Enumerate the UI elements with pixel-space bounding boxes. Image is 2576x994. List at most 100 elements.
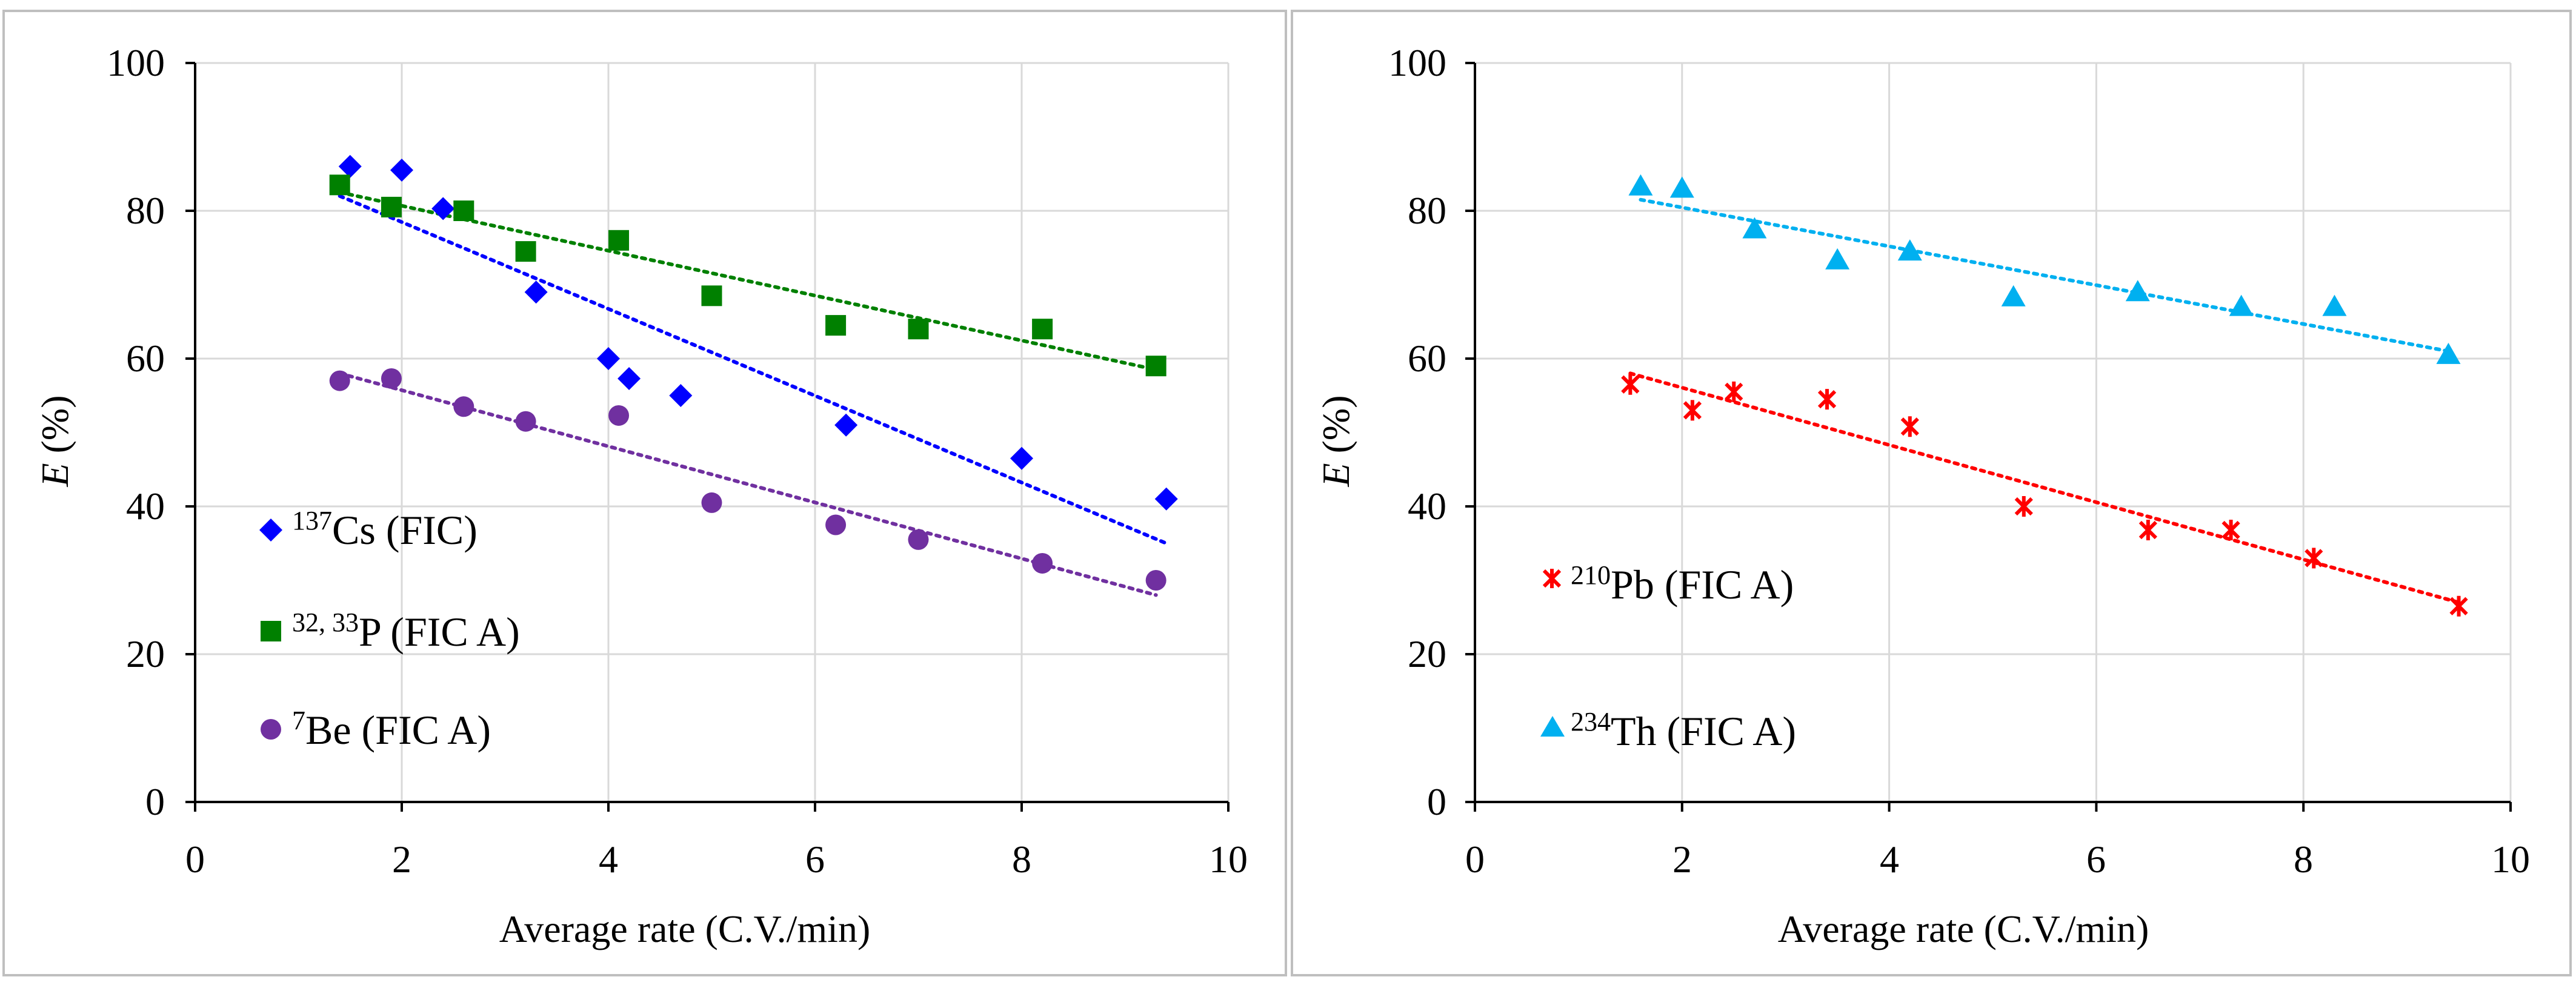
data-point-p <box>515 241 536 262</box>
data-point-th <box>2322 294 2347 316</box>
right-x-tick-labels: 0 2 4 6 8 10 <box>1465 838 2530 881</box>
y-axis-unit: (%) <box>33 395 76 463</box>
right-panel-frame <box>1291 10 2572 976</box>
data-point-cs <box>431 197 455 220</box>
left-y-tick-labels: 0 20 40 60 80 100 <box>107 41 165 823</box>
x-tick-label: 10 <box>2491 838 2530 881</box>
right-y-axis-title: E (%) <box>1314 395 1357 487</box>
square-marker-icon <box>261 621 281 641</box>
y-tick-label: 20 <box>126 632 165 675</box>
data-point-cs <box>1154 487 1178 511</box>
left-panel-frame <box>2 10 1287 976</box>
data-point-th <box>2436 342 2461 364</box>
x-tick-label: 0 <box>185 838 205 881</box>
data-point-th <box>1628 174 1653 196</box>
data-point-p <box>453 200 474 221</box>
y-tick-label: 100 <box>107 41 165 84</box>
left-axes <box>185 62 1230 812</box>
data-point-pb <box>1683 400 1702 421</box>
data-point-p <box>381 196 402 217</box>
data-point-be <box>608 405 630 426</box>
left-trendlines <box>338 190 1168 597</box>
data-point-be <box>453 396 474 417</box>
y-tick-label: 0 <box>1427 780 1446 823</box>
legend-label-pb: 210Pb (FIC A) <box>1571 560 1794 608</box>
data-point-pb <box>1621 374 1640 395</box>
right-axes <box>1465 62 2512 812</box>
y-axis-unit: (%) <box>1314 395 1357 463</box>
data-point-pb <box>1725 381 1743 402</box>
data-point-cs <box>617 366 641 390</box>
trendline-be <box>338 371 1158 597</box>
triangle-marker-icon <box>1540 716 1565 737</box>
data-point-be <box>515 411 536 432</box>
data-point-be <box>1145 570 1167 591</box>
data-point-cs <box>1010 446 1033 470</box>
data-point-th <box>1897 239 1922 261</box>
data-point-p <box>1145 356 1167 377</box>
x-tick-label: 6 <box>2086 838 2106 881</box>
data-point-be <box>825 514 847 535</box>
data-point-be <box>329 370 350 391</box>
right-data-points <box>1621 174 2468 617</box>
y-tick-label: 60 <box>1408 337 1446 380</box>
legend-entry-be: 7Be (FIC A) <box>261 706 491 753</box>
x-tick-label: 2 <box>392 838 411 881</box>
y-axis-symbol: E <box>1314 463 1357 487</box>
y-tick-label: 80 <box>126 189 165 232</box>
x-tick-label: 2 <box>1672 838 1692 881</box>
right-x-axis-title: Average rate (C.V./min) <box>1778 907 2149 950</box>
data-point-th <box>2001 285 2026 306</box>
data-point-p <box>908 319 929 340</box>
y-tick-label: 60 <box>126 337 165 380</box>
data-point-th <box>1825 248 1850 270</box>
legend-entry-cs: 137Cs (FIC) <box>259 506 478 553</box>
right-chart-panel: 0 20 40 60 80 100 0 2 4 6 8 10 Average r… <box>1291 10 2572 976</box>
trendline-p <box>338 190 1158 372</box>
legend-label-p: 32, 33P (FIC A) <box>292 608 520 655</box>
y-tick-label: 20 <box>1408 632 1446 675</box>
data-point-th <box>2125 280 2150 302</box>
x-tick-label: 4 <box>599 838 618 881</box>
data-point-cs <box>597 347 620 370</box>
data-point-be <box>701 492 722 513</box>
left-x-tick-labels: 0 2 4 6 8 10 <box>185 838 1248 881</box>
data-point-th <box>2229 294 2254 316</box>
data-point-cs <box>338 154 362 178</box>
x-tick-label: 8 <box>1012 838 1031 881</box>
data-point-th <box>1669 176 1694 198</box>
diamond-marker-icon <box>259 519 282 542</box>
x-tick-label: 0 <box>1465 838 1485 881</box>
left-chart-panel: 0 20 40 60 80 100 0 2 4 6 8 10 Average r… <box>2 10 1287 976</box>
data-point-pb <box>2138 520 2157 541</box>
left-y-axis-title: E (%) <box>33 395 76 487</box>
data-point-pb <box>2305 548 2323 569</box>
left-legend: 137Cs (FIC) 32, 33P (FIC A) 7Be (FIC A) <box>259 506 520 753</box>
legend-label-be: 7Be (FIC A) <box>292 706 491 753</box>
y-tick-label: 100 <box>1388 41 1446 84</box>
legend-entry-p: 32, 33P (FIC A) <box>261 608 520 655</box>
trendline-th <box>1639 197 2451 353</box>
left-data-points <box>329 154 1178 591</box>
data-point-be <box>908 529 929 550</box>
y-tick-label: 40 <box>126 485 165 528</box>
legend-label-cs: 137Cs (FIC) <box>292 506 478 553</box>
data-point-pb <box>2222 520 2240 541</box>
data-point-pb <box>2449 595 2468 617</box>
legend-entry-pb: 210Pb (FIC A) <box>1542 560 1794 608</box>
data-point-pb <box>1817 389 1837 410</box>
y-tick-label: 40 <box>1408 485 1446 528</box>
left-x-axis-title: Average rate (C.V./min) <box>499 907 871 950</box>
y-tick-label: 80 <box>1408 189 1446 232</box>
legend-entry-th: 234Th (FIC A) <box>1540 707 1796 754</box>
data-point-p <box>1032 319 1053 340</box>
x-tick-label: 6 <box>805 838 825 881</box>
trendline-cs <box>338 194 1168 545</box>
data-point-p <box>608 230 630 251</box>
data-point-pb <box>2014 496 2033 517</box>
data-point-be <box>1032 552 1053 574</box>
data-point-cs <box>834 413 858 437</box>
legend-label-th: 234Th (FIC A) <box>1571 707 1796 754</box>
x-tick-label: 8 <box>2294 838 2313 881</box>
